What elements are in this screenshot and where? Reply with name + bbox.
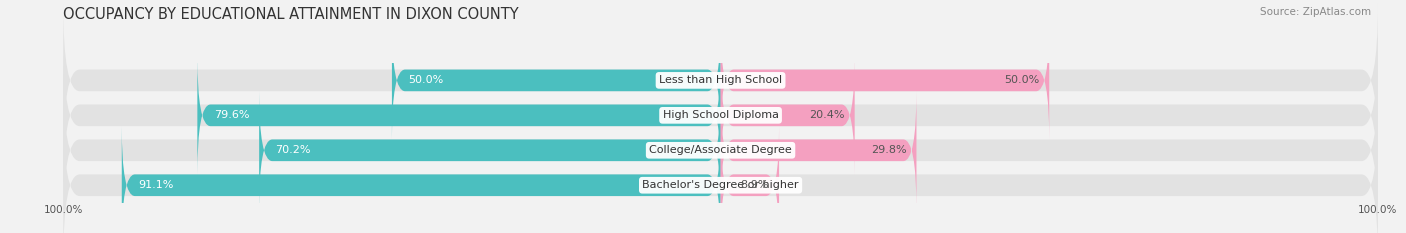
Text: College/Associate Degree: College/Associate Degree <box>650 145 792 155</box>
Text: Bachelor's Degree or higher: Bachelor's Degree or higher <box>643 180 799 190</box>
Text: OCCUPANCY BY EDUCATIONAL ATTAINMENT IN DIXON COUNTY: OCCUPANCY BY EDUCATIONAL ATTAINMENT IN D… <box>63 7 519 22</box>
Text: 50.0%: 50.0% <box>408 75 444 85</box>
Text: 29.8%: 29.8% <box>870 145 907 155</box>
FancyBboxPatch shape <box>63 109 1378 233</box>
FancyBboxPatch shape <box>63 4 1378 157</box>
FancyBboxPatch shape <box>122 126 721 233</box>
Text: 79.6%: 79.6% <box>214 110 249 120</box>
FancyBboxPatch shape <box>721 126 779 233</box>
Text: 70.2%: 70.2% <box>276 145 311 155</box>
Text: Less than High School: Less than High School <box>659 75 782 85</box>
FancyBboxPatch shape <box>721 91 917 209</box>
Text: 50.0%: 50.0% <box>1004 75 1039 85</box>
Text: 91.1%: 91.1% <box>138 180 173 190</box>
FancyBboxPatch shape <box>259 91 721 209</box>
FancyBboxPatch shape <box>721 21 1049 139</box>
FancyBboxPatch shape <box>721 56 855 174</box>
Text: 8.9%: 8.9% <box>741 180 769 190</box>
Text: High School Diploma: High School Diploma <box>662 110 779 120</box>
FancyBboxPatch shape <box>63 74 1378 227</box>
FancyBboxPatch shape <box>197 56 721 174</box>
Text: Source: ZipAtlas.com: Source: ZipAtlas.com <box>1260 7 1371 17</box>
FancyBboxPatch shape <box>392 21 721 139</box>
FancyBboxPatch shape <box>63 39 1378 192</box>
Text: 20.4%: 20.4% <box>810 110 845 120</box>
